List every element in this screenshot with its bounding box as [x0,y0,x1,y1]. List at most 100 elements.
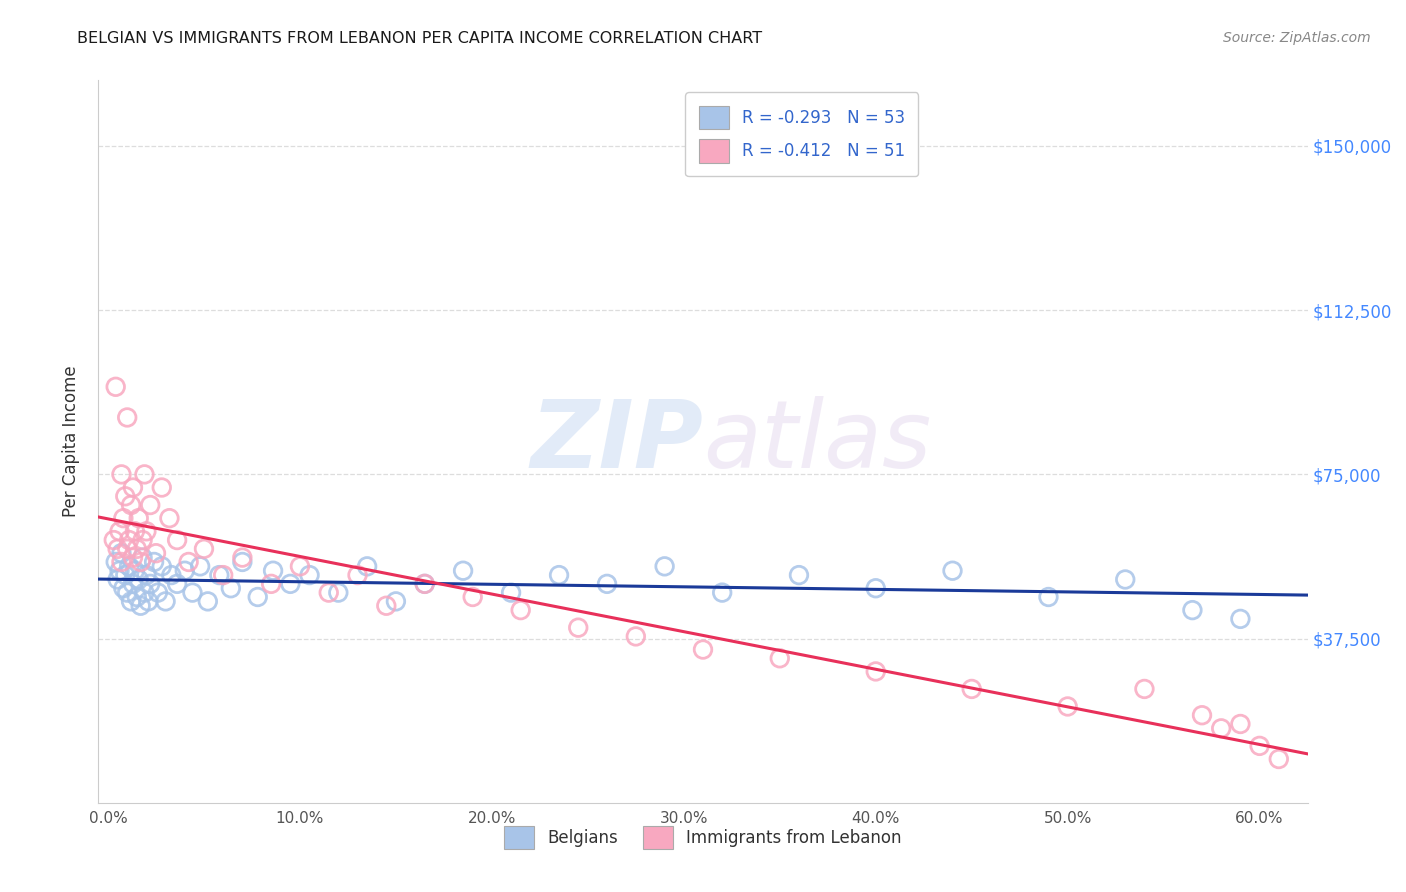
Point [1133,681,1156,696]
Point [1181,603,1204,617]
Point [1229,717,1251,731]
Point [461,590,484,604]
Point [122,577,145,591]
Point [262,564,284,578]
Point [960,681,983,696]
Text: ZIP: ZIP [530,395,703,488]
Point [128,511,150,525]
Point [135,568,157,582]
Point [125,590,148,604]
Point [145,546,167,560]
Point [413,577,436,591]
Point [385,594,408,608]
Point [231,550,253,565]
Point [548,568,571,582]
Point [115,410,138,425]
Point [181,585,204,599]
Point [104,555,127,569]
Point [114,489,136,503]
Point [112,511,135,525]
Point [413,577,436,591]
Point [567,621,589,635]
Point [129,555,152,569]
Point [298,568,321,582]
Point [122,481,145,495]
Point [110,555,132,569]
Point [375,599,398,613]
Point [865,665,887,679]
Point [231,555,253,569]
Point [318,585,340,599]
Text: BELGIAN VS IMMIGRANTS FROM LEBANON PER CAPITA INCOME CORRELATION CHART: BELGIAN VS IMMIGRANTS FROM LEBANON PER C… [77,31,762,46]
Point [159,511,181,525]
Point [125,541,148,556]
Point [499,585,522,599]
Point [118,533,141,547]
Point [139,577,162,591]
Point [188,559,211,574]
Point [122,550,145,565]
Point [1211,722,1233,736]
Point [346,568,368,582]
Point [134,467,156,482]
Point [451,564,474,578]
Point [108,564,131,578]
Point [110,546,132,560]
Point [115,585,138,599]
Point [118,559,141,574]
Point [166,577,188,591]
Point [328,585,350,599]
Point [212,568,235,582]
Point [120,594,142,608]
Point [711,585,734,599]
Point [160,568,183,582]
Point [509,603,531,617]
Point [124,524,146,539]
Point [769,651,792,665]
Point [115,541,138,556]
Point [596,577,619,591]
Point [104,380,127,394]
Text: atlas: atlas [703,396,931,487]
Point [155,594,177,608]
Point [107,541,129,556]
Point [1268,752,1291,766]
Point [1191,708,1213,723]
Point [134,585,156,599]
Point [131,550,153,565]
Point [143,555,166,569]
Text: Source: ZipAtlas.com: Source: ZipAtlas.com [1223,31,1371,45]
Point [103,533,125,547]
Point [208,568,231,582]
Point [114,568,136,582]
Point [1249,739,1271,753]
Point [356,559,378,574]
Point [150,481,173,495]
Point [177,555,200,569]
Point [1038,590,1060,604]
Point [120,498,142,512]
Point [692,642,714,657]
Point [280,577,302,591]
Point [166,533,188,547]
Y-axis label: Per Capita Income: Per Capita Income [62,366,80,517]
Point [139,498,162,512]
Point [131,533,153,547]
Point [112,581,135,595]
Point [288,559,311,574]
Legend: Belgians, Immigrants from Lebanon: Belgians, Immigrants from Lebanon [498,819,908,856]
Point [107,573,129,587]
Point [173,564,195,578]
Point [197,594,219,608]
Point [1229,612,1251,626]
Point [146,585,169,599]
Point [219,581,242,595]
Point [124,564,146,578]
Point [150,559,173,574]
Point [941,564,963,578]
Point [135,524,157,539]
Point [128,573,150,587]
Point [865,581,887,595]
Point [110,467,132,482]
Point [108,524,131,539]
